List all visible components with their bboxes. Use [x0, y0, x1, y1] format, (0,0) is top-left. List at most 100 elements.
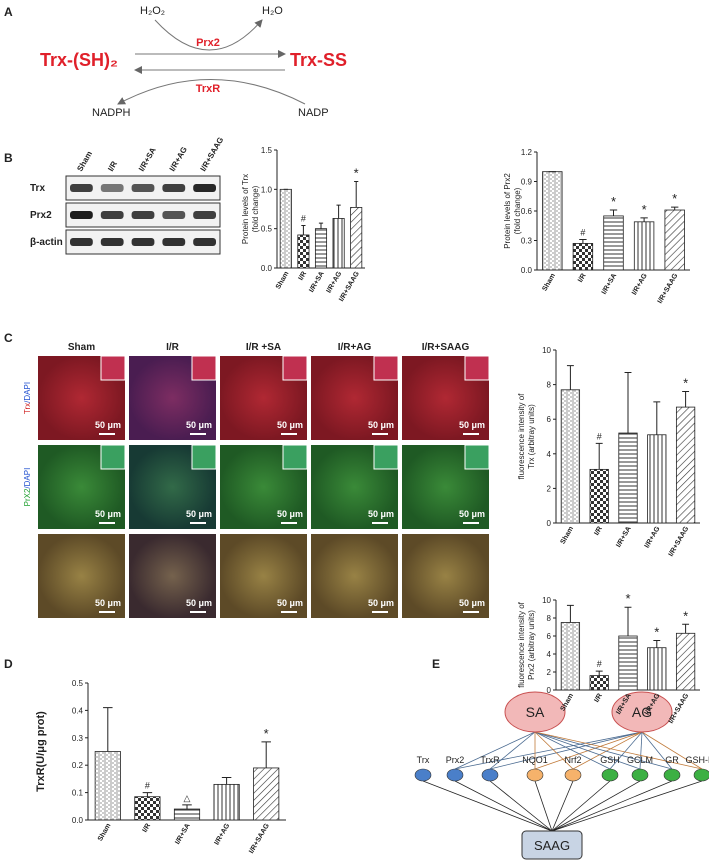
x-tick-label: I/R+SAAG — [248, 822, 271, 855]
blot-band — [131, 238, 155, 246]
edge — [639, 731, 643, 770]
blot-band — [162, 184, 186, 192]
error-bar — [640, 217, 648, 222]
scale-label: 50 μm — [186, 509, 212, 519]
label-line: (fold change) — [251, 185, 260, 232]
scale-label: 50 μm — [95, 420, 121, 430]
x-tick-label: I/R — [142, 823, 153, 834]
inset — [373, 355, 399, 381]
blot-band — [162, 211, 186, 219]
scale-label: 50 μm — [459, 420, 485, 430]
significance: * — [672, 191, 677, 206]
y-tick-label: 10 — [542, 596, 551, 605]
scale-label: 50 μm — [459, 509, 485, 519]
x-tick-label: Sham — [541, 273, 557, 293]
error-bar — [336, 204, 341, 219]
y-tick-label: 1.0 — [261, 185, 273, 194]
counterstain: /DAPI — [23, 468, 32, 489]
blot-band — [193, 184, 216, 192]
y-tick-label: 0.2 — [72, 761, 84, 770]
bar — [603, 215, 624, 271]
column-title: I/R+AG — [338, 342, 372, 353]
target-label: GR — [665, 755, 679, 765]
enzyme: Prx2 — [196, 37, 220, 49]
cofactor: NADP — [298, 107, 329, 119]
drug-label: AG — [632, 704, 652, 720]
drug-label: SA — [526, 704, 545, 720]
micrograph-texture — [38, 534, 125, 618]
x-tick-label: I/R+SA — [615, 526, 632, 549]
inset — [191, 355, 217, 381]
row-label: Prx2 — [30, 210, 52, 221]
significance: * — [642, 202, 647, 217]
x-tick-label: Sham — [97, 823, 113, 843]
significance: * — [625, 591, 630, 606]
significance: * — [683, 608, 688, 623]
y-tick-label: 0.5 — [261, 225, 273, 234]
significance: * — [654, 625, 659, 640]
error-bar — [682, 391, 690, 408]
x-tick-label: Sham — [275, 271, 291, 291]
inset — [100, 444, 126, 470]
target-label: GSH — [600, 755, 620, 765]
significance: * — [354, 165, 359, 180]
significance: # — [597, 431, 602, 441]
lane-label: I/R+AG — [168, 145, 189, 173]
bar — [647, 434, 667, 524]
bar — [560, 622, 581, 691]
bar — [572, 243, 594, 271]
edge — [551, 780, 673, 832]
inset — [464, 444, 490, 470]
error-bar — [566, 365, 574, 390]
counterstain: /DAPI — [23, 382, 32, 403]
edge — [489, 731, 643, 770]
bar — [173, 808, 201, 821]
bar — [350, 207, 363, 269]
column-title: I/R+SAAG — [422, 342, 470, 353]
row-label: Trx — [30, 183, 45, 194]
edge — [454, 731, 643, 770]
y-tick-label: 0.6 — [521, 207, 533, 216]
target-node — [663, 768, 681, 782]
x-tick-label: I/R — [577, 273, 588, 284]
blot-band — [131, 184, 155, 192]
blot-band — [70, 238, 93, 246]
significance: # — [301, 214, 306, 224]
error-bar — [566, 604, 574, 623]
x-tick-label: I/R+AG — [213, 822, 231, 846]
y-tick-label: 6 — [547, 415, 552, 424]
blot-band — [100, 211, 124, 219]
y-tick-label: 0 — [547, 519, 552, 528]
western-blot: Sham I/R I/R+SA I/R+AG I/R+SAAG Trx Prx2 β-acti… — [30, 136, 225, 255]
panel-letter: B — [4, 151, 13, 165]
edge — [454, 780, 553, 832]
scale-label: 50 μm — [95, 598, 121, 608]
column-title: I/R — [166, 342, 180, 353]
inset — [373, 444, 399, 470]
scale-label: 50 μm — [186, 420, 212, 430]
edge — [641, 731, 703, 770]
error-bar — [595, 670, 603, 676]
stain: PrX2 — [23, 488, 32, 506]
blot-band — [70, 211, 93, 219]
label-line: Trx (arbitray units) — [527, 404, 536, 469]
error-bar — [609, 209, 618, 216]
scale-label: 50 μm — [186, 598, 212, 608]
significance: # — [597, 659, 602, 669]
significance: # — [580, 228, 585, 238]
error-bar — [624, 371, 632, 434]
bar-chart: 0.0 0.5 1.0 1.5 Protein levels of Trx(fold c… — [241, 146, 365, 303]
lane-label: Sham — [75, 150, 94, 173]
edge — [489, 731, 536, 770]
blot-band — [162, 238, 186, 246]
y-tick-label: 0.9 — [521, 178, 533, 187]
edge — [534, 731, 641, 770]
label-line: Prx2 (arbitray units) — [527, 610, 536, 680]
label-line: Protein levels of Trx — [241, 174, 250, 244]
target-label: TrxR — [480, 755, 500, 765]
scale-label: 50 μm — [277, 598, 303, 608]
scale-label: 50 μm — [368, 509, 394, 519]
bar — [589, 675, 609, 691]
scale-label: 50 μm — [368, 420, 394, 430]
